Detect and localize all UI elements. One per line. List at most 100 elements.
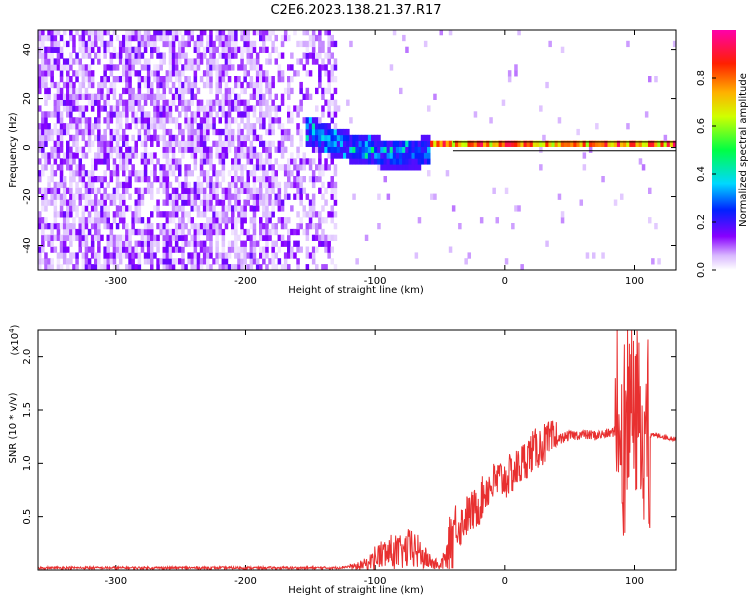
- spectrogram-cell: [56, 111, 61, 118]
- spectrogram-cell: [103, 217, 107, 224]
- spectrogram-cell: [115, 211, 120, 218]
- spectrogram-cell: [103, 246, 107, 253]
- spectrogram-cell: [352, 158, 356, 165]
- spectrogram-cell: [296, 128, 300, 136]
- spectrogram-cell: [302, 152, 307, 159]
- spectrogram-cell: [221, 252, 226, 259]
- spectrogram-cell: [97, 264, 101, 270]
- spectrogram-cell: [262, 223, 266, 230]
- spectrogram-cell: [209, 64, 213, 71]
- spectrogram-cell: [62, 246, 67, 253]
- spectrogram-cell: [202, 211, 207, 218]
- spectrogram-cell: [184, 146, 188, 153]
- spectrogram-cell: [150, 40, 154, 48]
- spectrogram-cell: [97, 93, 101, 100]
- spectrogram-cell: [72, 199, 76, 206]
- spectrogram-cell: [651, 258, 655, 265]
- spectrogram-cell: [109, 40, 114, 48]
- spectrogram-cell: [271, 205, 275, 212]
- spectrogram-cell: [277, 70, 282, 77]
- spectrogram-cell: [156, 93, 160, 100]
- spectrogram-cell: [53, 170, 58, 177]
- spectrogram-cell: [240, 111, 244, 118]
- spectrogram-cell: [165, 158, 170, 165]
- spectrogram-cell: [221, 240, 226, 247]
- spectrogram-cell: [252, 205, 257, 212]
- spectrogram-cell: [224, 134, 229, 142]
- spectrogram-cell: [423, 158, 428, 165]
- spectrogram-cell: [109, 52, 114, 59]
- spectrogram-cell: [97, 81, 101, 89]
- spectrogram-cell: [41, 30, 45, 36]
- spectrogram-cell: [361, 134, 366, 142]
- spectrogram-cell: [330, 117, 335, 124]
- spectrogram-cell: [395, 146, 400, 153]
- spectrogram-cell: [324, 134, 328, 142]
- spectrogram-cell: [311, 30, 316, 36]
- spectrogram-cell: [318, 234, 322, 241]
- spectrogram-cell: [352, 140, 356, 147]
- spectrogram-cell: [112, 111, 117, 118]
- spectrogram-cell: [641, 164, 646, 171]
- spectrogram-cell: [69, 258, 73, 265]
- spectrogram-cell: [417, 152, 422, 159]
- spectrogram-cell: [187, 76, 191, 83]
- spectrogram-cell: [209, 181, 213, 189]
- spectrogram-cell: [115, 76, 120, 83]
- spectrogram-cell: [75, 30, 79, 36]
- spectrogram-cell: [259, 105, 263, 112]
- spectrogram-cell: [259, 81, 263, 89]
- spectrogram-cell: [106, 117, 111, 124]
- spectrogram-cell: [178, 58, 182, 65]
- spectrogram-cell: [171, 93, 176, 100]
- spectrogram-cell: [377, 134, 381, 142]
- spectrogram-cell: [168, 234, 173, 241]
- spectrogram-cell: [190, 93, 195, 100]
- spectrogram-cell: [336, 134, 341, 142]
- spectrogram-cell: [268, 111, 272, 118]
- spectrogram-cell: [75, 87, 79, 95]
- spectrogram-cell: [311, 176, 316, 183]
- spectrogram-cell: [94, 211, 98, 218]
- spectrogram-cell: [361, 140, 366, 147]
- spectrogram-cell: [215, 199, 219, 206]
- spectrogram-cell: [280, 52, 285, 59]
- spectrogram-cell: [458, 223, 462, 230]
- spectrogram-cell: [268, 128, 272, 136]
- spectrogram-cell: [296, 146, 300, 153]
- spectrogram-cell: [252, 105, 257, 112]
- spectrogram-cell: [137, 176, 142, 183]
- spectrogram-cell: [184, 123, 188, 130]
- spectrogram-cell: [302, 211, 307, 218]
- spectrogram-cell: [184, 99, 188, 106]
- spectrogram-cell: [392, 152, 397, 159]
- spectrogram-cell: [159, 64, 163, 71]
- spectrogram-cell: [405, 146, 409, 153]
- spectrogram-cell: [100, 181, 104, 189]
- spectrogram-cell: [131, 105, 135, 112]
- spectrogram-cell: [234, 30, 238, 36]
- spectrogram-cell: [227, 58, 232, 65]
- spectrogram-cell: [408, 140, 412, 147]
- spectrogram-cell: [265, 187, 269, 194]
- spectrogram-cell: [72, 134, 76, 142]
- spectrogram-cell: [72, 34, 76, 42]
- spectrogram-cell: [299, 81, 303, 89]
- spectrogram-cell: [202, 258, 207, 265]
- spectrogram-cell: [231, 117, 235, 124]
- spectrogram-cell: [81, 205, 86, 212]
- spectrogram-cell: [109, 152, 114, 159]
- spectrogram-cell: [38, 211, 42, 218]
- spectrogram-cell: [128, 170, 132, 177]
- spectrogram-cell: [327, 234, 331, 241]
- spectrogram-cell: [44, 264, 48, 270]
- spectrogram-cell: [206, 246, 210, 253]
- spectrogram-cell: [427, 146, 431, 153]
- spectrogram-cell: [255, 264, 260, 270]
- spectrogram-cell: [318, 240, 322, 247]
- spectrogram-cell: [125, 152, 129, 159]
- spectrogram-cell: [221, 46, 226, 53]
- spectrogram-cell: [318, 128, 322, 136]
- spectrogram-cell: [109, 240, 114, 247]
- spectrogram-cell: [81, 264, 86, 270]
